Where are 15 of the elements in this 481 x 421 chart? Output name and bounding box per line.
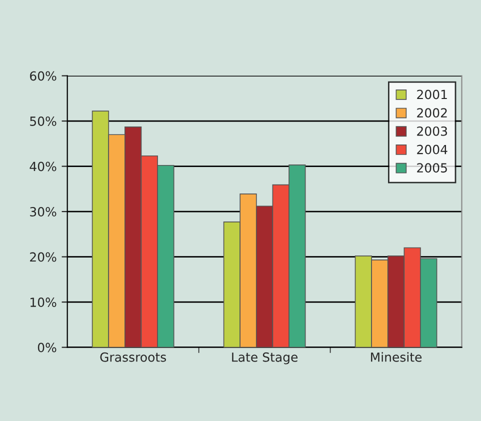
- x-tick-label: Grassroots: [100, 352, 166, 362]
- y-tick-label: 50%: [30, 116, 56, 126]
- legend-label: 2004: [417, 144, 448, 154]
- y-tick-label: 10%: [30, 298, 56, 307]
- y-tick-label: 30%: [30, 207, 56, 216]
- y-tick-label: 0%: [38, 342, 56, 352]
- legend-label: 2005: [417, 163, 447, 173]
- y-tick-label: 60%: [30, 71, 56, 81]
- x-tick-label: Minesite: [371, 352, 422, 362]
- legend-label: 2002: [417, 108, 447, 118]
- y-tick-label: 40%: [30, 162, 56, 172]
- x-tick-label: Late Stage: [232, 352, 298, 364]
- y-tick-label: 20%: [30, 252, 56, 262]
- legend-label: 2001: [417, 90, 447, 100]
- legend-label: 2003: [417, 126, 448, 136]
